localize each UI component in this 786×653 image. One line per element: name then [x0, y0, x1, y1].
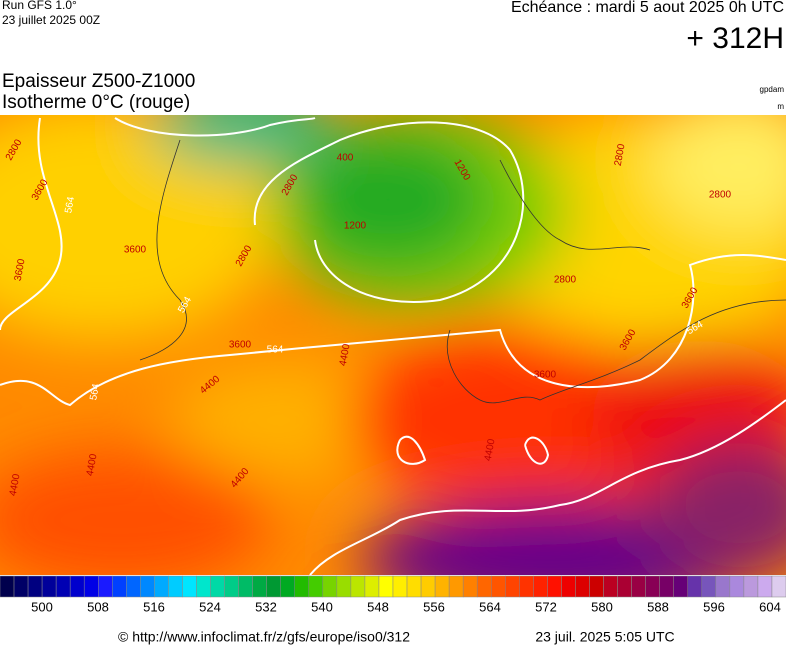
colorbar-label: 500 [31, 599, 53, 614]
lead-time: + 312H [686, 22, 784, 55]
colorbar-swatch [757, 575, 773, 598]
colorbar-swatch [27, 575, 43, 598]
contour-label: 3600 [534, 370, 557, 381]
colorbar-swatch [140, 575, 155, 598]
colorbar-swatch [505, 575, 520, 598]
contour-label: 564 [88, 382, 102, 401]
colorbar-swatch [168, 575, 183, 598]
colorbar-swatch [252, 575, 267, 598]
colorbar-swatch [519, 575, 534, 598]
contour-label: 2800 [709, 190, 732, 201]
colorbar-swatch [715, 575, 731, 598]
colorbar-label: 532 [255, 599, 277, 614]
colorbar-swatch [238, 575, 253, 598]
source: © http://www.infoclimat.fr/z/gfs/europe/… [118, 629, 410, 645]
contour-label: 4400 [85, 453, 100, 477]
contour-label: 2800 [554, 275, 577, 286]
colorbar-swatch [491, 575, 506, 598]
colorbar-swatch [575, 575, 590, 598]
colorbar-swatch [196, 575, 211, 598]
colorbar-swatch [434, 575, 450, 598]
contour-label: 4400 [338, 343, 353, 367]
colorbar-swatch [603, 575, 618, 598]
colorbar-swatch [154, 575, 169, 598]
unit-iso: m [777, 102, 784, 111]
colorbar-swatch [224, 575, 239, 598]
colorbar-label: 572 [535, 599, 557, 614]
colorbar-swatch [547, 575, 562, 598]
title-line2: Isotherme 0°C (rouge) [2, 92, 190, 113]
colorbar-swatch [645, 575, 660, 598]
contour-label: 3600 [13, 258, 28, 282]
colorbar-swatch [210, 575, 225, 598]
colorbar-swatch [687, 575, 703, 598]
contour-label: 564 [267, 345, 284, 356]
colorbar-swatch [420, 575, 436, 598]
colorbar-swatch [617, 575, 632, 598]
contour-label: 3600 [124, 245, 147, 256]
colorbar-swatch [533, 575, 548, 598]
colorbar-swatch [55, 575, 71, 598]
run-date: 23 juillet 2025 00Z [2, 13, 100, 27]
colorbar-swatch [392, 575, 408, 598]
colorbar-label: 588 [647, 599, 669, 614]
colorbar-swatch [771, 575, 786, 598]
colorbar-swatch [280, 575, 296, 598]
colorbar-swatch [406, 575, 422, 598]
contour-label: 2800 [613, 143, 628, 167]
colorbar-swatch [462, 575, 478, 598]
colorbar-swatch [322, 575, 338, 598]
colorbar-label: 556 [423, 599, 445, 614]
colorbar-swatch [631, 575, 646, 598]
colorbar-swatch [83, 575, 99, 598]
colorbar-label: 604 [759, 599, 781, 614]
colorbar-label: 516 [143, 599, 165, 614]
colorbar-label: 524 [199, 599, 221, 614]
colorbar-swatch [378, 575, 394, 598]
colorbar-swatch [13, 575, 29, 598]
colorbar-swatch [448, 575, 464, 598]
colorbar-swatch [294, 575, 310, 598]
colorbar-label: 540 [311, 599, 333, 614]
colorbar-label: 596 [703, 599, 725, 614]
map [0, 115, 786, 575]
colorbar-swatch [729, 575, 745, 598]
colorbar-label: 508 [87, 599, 109, 614]
colorbar-swatch [308, 575, 324, 598]
contour-label: 4400 [483, 438, 498, 462]
colorbar-label: 580 [591, 599, 613, 614]
contour-label: 400 [337, 153, 354, 164]
run: Run GFS 1.0° [2, 0, 77, 12]
colorbar-swatch [182, 575, 197, 598]
colorbar-swatch [266, 575, 281, 598]
colorbar-label: 564 [479, 599, 501, 614]
colorbar-swatch [41, 575, 57, 598]
valid-time: Echéance : mardi 5 aout 2025 0h UTC [511, 0, 784, 16]
colorbar-swatch [589, 575, 604, 598]
generated: 23 juil. 2025 5:05 UTC [535, 629, 674, 645]
colorbar-swatch [476, 575, 492, 598]
colorbar-swatch [701, 575, 717, 598]
colorbar-swatch [673, 575, 689, 598]
colorbar-swatch [0, 575, 15, 598]
contour-label: 1200 [344, 221, 367, 232]
colorbar: 500 508 516 524 532 540 548 556 564 572 580 588 596 6… [0, 575, 786, 614]
contour-label: 4400 [8, 473, 23, 497]
colorbar-swatch [112, 575, 127, 598]
colorbar-swatch [69, 575, 85, 598]
colorbar-swatch [659, 575, 674, 598]
unit-thickness: gpdam [760, 85, 785, 94]
contour-label: 3600 [229, 340, 252, 351]
colorbar-swatch [561, 575, 576, 598]
title-line1: Epaisseur Z500-Z1000 [2, 71, 195, 92]
colorbar-swatch [743, 575, 759, 598]
colorbar-swatch [364, 575, 380, 598]
colorbar-swatch [98, 575, 113, 598]
colorbar-swatch [350, 575, 366, 598]
contour-label: 564 [63, 195, 77, 214]
colorbar-swatch [336, 575, 352, 598]
colorbar-swatch [126, 575, 141, 598]
colorbar-label: 548 [367, 599, 389, 614]
